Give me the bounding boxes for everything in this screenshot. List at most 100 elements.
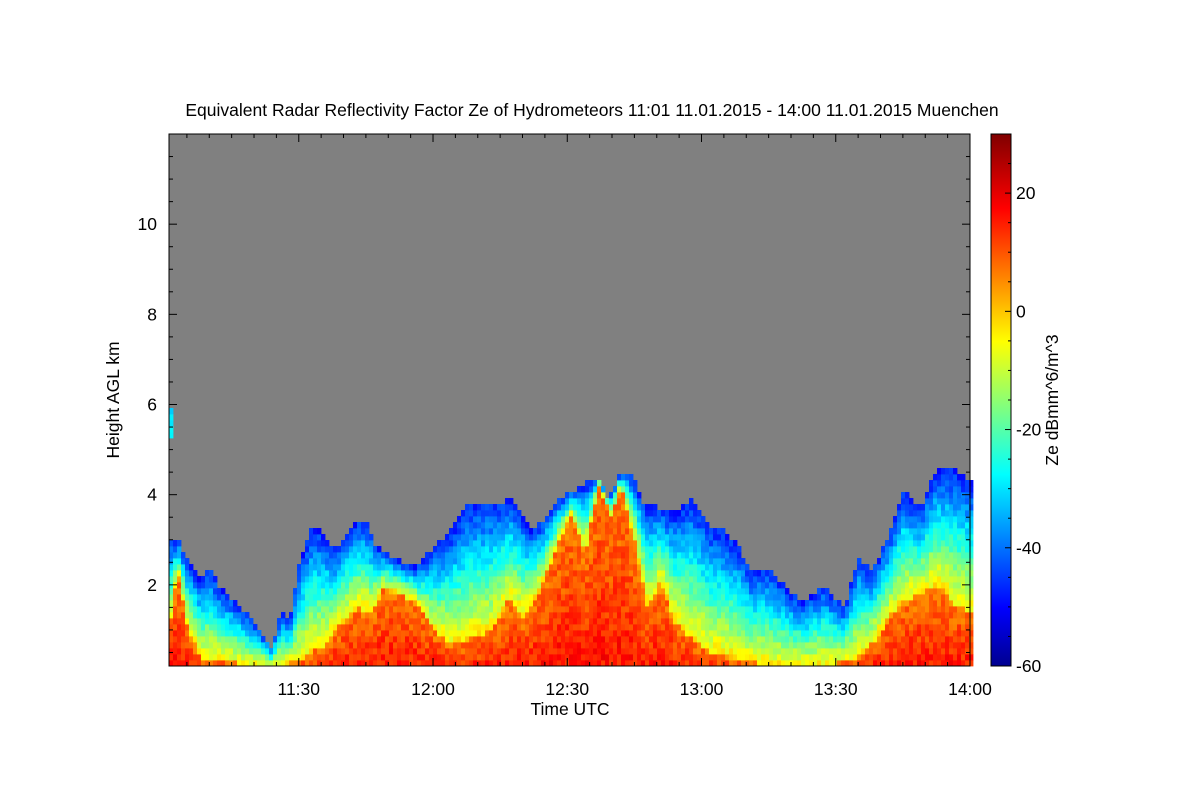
reflectivity-cell bbox=[293, 660, 298, 667]
reflectivity-cell bbox=[945, 528, 950, 535]
reflectivity-cell bbox=[905, 522, 910, 529]
reflectivity-cell bbox=[645, 660, 650, 667]
reflectivity-cell bbox=[861, 636, 866, 643]
reflectivity-cell bbox=[897, 624, 902, 631]
reflectivity-cell bbox=[741, 564, 746, 571]
reflectivity-cell bbox=[621, 576, 626, 583]
reflectivity-cell bbox=[933, 540, 938, 547]
reflectivity-cell bbox=[613, 576, 618, 583]
reflectivity-cell bbox=[889, 636, 894, 643]
reflectivity-cell bbox=[569, 498, 574, 505]
reflectivity-cell bbox=[465, 582, 470, 589]
reflectivity-cell bbox=[721, 540, 726, 547]
reflectivity-cell bbox=[673, 642, 678, 649]
reflectivity-cell bbox=[709, 642, 714, 649]
reflectivity-cell bbox=[713, 624, 718, 631]
reflectivity-cell bbox=[525, 582, 530, 589]
reflectivity-cell bbox=[481, 588, 486, 595]
reflectivity-cell bbox=[457, 582, 462, 589]
reflectivity-cell bbox=[965, 504, 970, 511]
reflectivity-cell bbox=[365, 528, 370, 535]
reflectivity-cell bbox=[961, 642, 966, 649]
reflectivity-cell bbox=[633, 648, 638, 655]
reflectivity-cell bbox=[433, 576, 438, 583]
reflectivity-cell bbox=[901, 642, 906, 649]
reflectivity-cell bbox=[825, 624, 830, 631]
reflectivity-cell bbox=[901, 654, 906, 661]
reflectivity-cell bbox=[513, 588, 518, 595]
reflectivity-cell bbox=[729, 618, 734, 625]
reflectivity-cell bbox=[681, 582, 686, 589]
reflectivity-cell bbox=[369, 618, 374, 625]
reflectivity-cell bbox=[529, 594, 534, 601]
reflectivity-cell bbox=[321, 624, 326, 631]
reflectivity-cell bbox=[409, 636, 414, 643]
reflectivity-cell bbox=[961, 522, 966, 529]
reflectivity-cell bbox=[605, 558, 610, 565]
reflectivity-cell bbox=[509, 558, 514, 565]
reflectivity-cell bbox=[545, 600, 550, 607]
reflectivity-cell bbox=[185, 642, 190, 649]
reflectivity-cell bbox=[629, 480, 634, 487]
reflectivity-cell bbox=[477, 636, 482, 643]
reflectivity-cell bbox=[445, 600, 450, 607]
reflectivity-cell bbox=[877, 612, 882, 619]
reflectivity-cell bbox=[177, 570, 182, 577]
reflectivity-cell bbox=[209, 636, 214, 643]
reflectivity-cell bbox=[349, 606, 354, 613]
reflectivity-cell bbox=[685, 654, 690, 661]
reflectivity-cell bbox=[445, 594, 450, 601]
reflectivity-cell bbox=[617, 504, 622, 511]
reflectivity-cell bbox=[793, 642, 798, 649]
reflectivity-cell bbox=[753, 606, 758, 613]
reflectivity-cell bbox=[245, 612, 250, 619]
reflectivity-cell bbox=[625, 660, 630, 667]
reflectivity-cell bbox=[357, 534, 362, 541]
reflectivity-cell bbox=[949, 534, 954, 541]
reflectivity-cell bbox=[317, 528, 322, 535]
reflectivity-cell bbox=[885, 594, 890, 601]
reflectivity-cell bbox=[645, 546, 650, 553]
reflectivity-cell bbox=[349, 600, 354, 607]
reflectivity-cell bbox=[377, 564, 382, 571]
reflectivity-cell bbox=[321, 600, 326, 607]
reflectivity-cell bbox=[921, 642, 926, 649]
reflectivity-cell bbox=[397, 654, 402, 661]
reflectivity-cell bbox=[593, 528, 598, 535]
reflectivity-cell bbox=[609, 624, 614, 631]
reflectivity-cell bbox=[425, 558, 430, 565]
reflectivity-cell bbox=[601, 642, 606, 649]
reflectivity-cell bbox=[369, 594, 374, 601]
reflectivity-cell bbox=[557, 564, 562, 571]
reflectivity-cell bbox=[361, 546, 366, 553]
reflectivity-cell bbox=[545, 612, 550, 619]
reflectivity-cell bbox=[593, 582, 598, 589]
reflectivity-cell bbox=[853, 660, 858, 667]
reflectivity-cell bbox=[965, 534, 970, 541]
reflectivity-cell bbox=[645, 600, 650, 607]
reflectivity-cell bbox=[597, 492, 602, 499]
reflectivity-cell bbox=[497, 642, 502, 649]
reflectivity-cell bbox=[825, 648, 830, 655]
reflectivity-cell bbox=[741, 636, 746, 643]
reflectivity-cell bbox=[389, 642, 394, 649]
reflectivity-cell bbox=[577, 564, 582, 571]
reflectivity-cell bbox=[877, 648, 882, 655]
reflectivity-cell bbox=[565, 624, 570, 631]
reflectivity-cell bbox=[485, 648, 490, 655]
reflectivity-cell bbox=[305, 606, 310, 613]
reflectivity-cell bbox=[533, 618, 538, 625]
reflectivity-cell bbox=[665, 510, 670, 517]
reflectivity-cell bbox=[909, 582, 914, 589]
reflectivity-cell bbox=[601, 654, 606, 661]
reflectivity-cell bbox=[437, 618, 442, 625]
reflectivity-cell bbox=[385, 606, 390, 613]
reflectivity-cell bbox=[937, 600, 942, 607]
reflectivity-cell bbox=[349, 654, 354, 661]
reflectivity-cell bbox=[445, 540, 450, 547]
reflectivity-cell bbox=[745, 618, 750, 625]
reflectivity-cell bbox=[409, 612, 414, 619]
reflectivity-cell bbox=[469, 522, 474, 529]
reflectivity-cell bbox=[457, 618, 462, 625]
reflectivity-cell bbox=[533, 552, 538, 559]
